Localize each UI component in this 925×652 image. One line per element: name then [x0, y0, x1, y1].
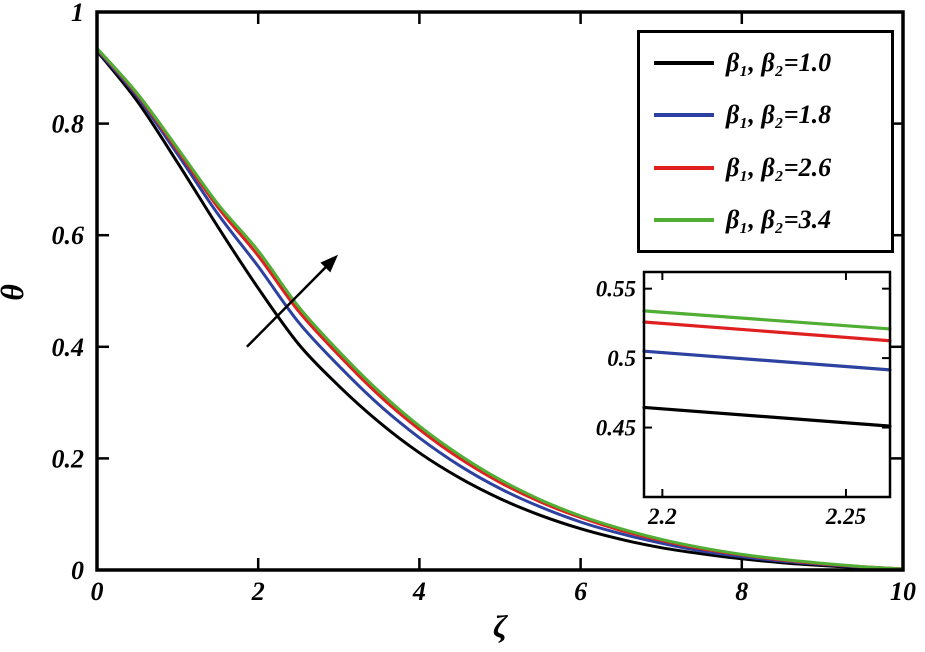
- y-tick-label: 0.6: [52, 221, 85, 250]
- inset-y-tick-label: 0.5: [607, 346, 636, 371]
- y-axis-label: θ: [0, 284, 31, 301]
- legend-item-label: β₁, β₂=3.4: [726, 204, 832, 234]
- inset-series-line: [642, 309, 892, 331]
- series-line: [95, 49, 905, 571]
- y-tick-label: 0.8: [52, 110, 85, 139]
- x-tick-label: 2: [251, 577, 265, 606]
- legend-item-label: β₁, β₂=1.0: [726, 48, 832, 78]
- x-tick-label: 0: [91, 577, 104, 606]
- trend-arrow-head: [320, 254, 338, 273]
- inset-x-tick-label: 2.25: [825, 504, 866, 529]
- x-tick-label: 10: [890, 577, 916, 606]
- trend-arrow-shaft: [246, 260, 332, 348]
- legend-line-swatch: [654, 61, 714, 66]
- y-tick-label: 1: [71, 0, 84, 27]
- inset-y-tick-label: 0.55: [596, 277, 636, 302]
- inset-frame: [642, 270, 892, 499]
- legend: β₁, β₂=1.0 β₁, β₂=1.8 β₁, β₂=2.6 β₁, β₂=…: [637, 30, 894, 253]
- axes-frame: [95, 10, 905, 572]
- series-line: [95, 46, 905, 571]
- legend-item: β₁, β₂=1.0: [654, 50, 891, 76]
- y-tick-label: 0: [71, 556, 84, 585]
- inset-series-line: [642, 320, 892, 343]
- legend-item-label: β₁, β₂=1.8: [726, 100, 832, 130]
- legend-item: β₁, β₂=3.4: [654, 204, 891, 234]
- inset-y-tick-label: 0.45: [596, 416, 636, 441]
- y-tick-label: 0.2: [52, 444, 85, 473]
- legend-line-swatch: [654, 113, 714, 118]
- inset-series-line: [642, 405, 892, 428]
- inset-x-tick-label: 2.2: [647, 504, 677, 529]
- x-tick-label: 6: [574, 577, 587, 606]
- inset-background: [644, 272, 890, 497]
- x-axis-label: ζ: [492, 608, 508, 644]
- inset-series-line: [642, 349, 892, 372]
- legend-item: β₁, β₂=1.8: [654, 102, 891, 128]
- y-tick-label: 0.4: [52, 333, 85, 362]
- legend-item-label: β₁, β₂=2.6: [726, 152, 832, 182]
- legend-line-swatch: [654, 217, 714, 222]
- legend-item: β₁, β₂=2.6: [654, 152, 891, 182]
- x-tick-label: 4: [412, 577, 426, 606]
- legend-line-swatch: [654, 165, 714, 170]
- x-tick-label: 8: [735, 577, 748, 606]
